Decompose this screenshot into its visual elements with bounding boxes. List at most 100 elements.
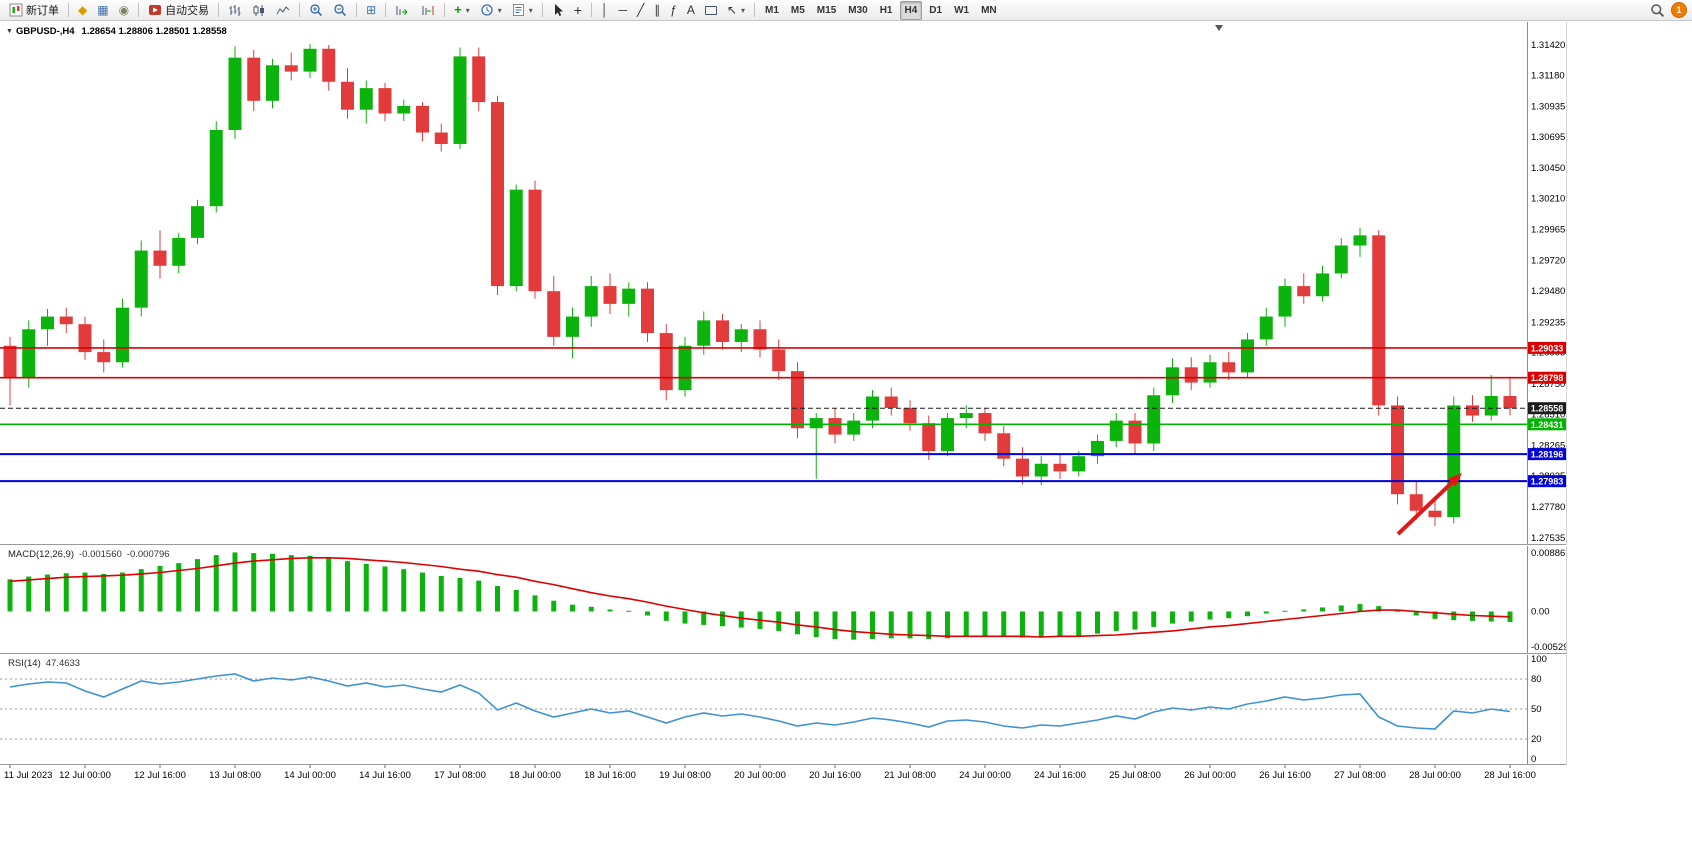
price-tag [1528,341,1566,354]
rsi-value: 47.4633 [45,658,81,669]
candle [978,413,992,434]
svg-text:20 Jul 00:00: 20 Jul 00:00 [734,770,786,781]
zoom-in-button[interactable] [305,1,327,20]
svg-text:27 Jul 08:00: 27 Jul 08:00 [1334,770,1386,781]
indicators-button[interactable]: + ▾ [450,1,474,20]
timeframe-mn-button[interactable]: MN [981,4,997,16]
svg-text:18 Jul 00:00: 18 Jul 00:00 [509,770,561,781]
timeframe-m1-button[interactable]: M1 [764,4,779,16]
candle [772,349,786,372]
separator [218,3,220,17]
timeframe-d1-button[interactable]: D1 [929,4,943,16]
macd-label: MACD(12,26,9) -0.001560 -0.000796 [8,549,170,560]
navigator-icon: ◉ [118,3,130,17]
tile-windows-button[interactable]: ⊞ [362,1,380,20]
time-axis[interactable]: 11 Jul 2023 12 Jul 00:00 12 Jul 16:00 13 Ju… [0,765,1567,789]
candle [1447,405,1461,518]
candle [1034,463,1048,477]
candle [941,418,954,452]
svg-text:1.28750: 1.28750 [1531,379,1565,390]
macd-bar [1020,611,1025,638]
candle [847,420,861,435]
annotation-arrow[interactable] [1396,481,1454,536]
svg-text:1.29235: 1.29235 [1531,317,1565,328]
periods-button[interactable]: ▾ [476,1,506,20]
arrows-tool-button[interactable]: ↖ ▾ [723,1,749,20]
chart-shift-button[interactable] [416,1,439,20]
svg-text:17 Jul 08:00: 17 Jul 08:00 [434,770,486,781]
macd-bar [7,579,13,612]
templates-button[interactable]: ▾ [508,1,537,20]
notification-badge[interactable]: 1 [1671,2,1687,18]
trendline-button[interactable]: ╱ [633,1,648,20]
macd-bar [157,565,163,612]
bar-chart-button[interactable] [224,1,246,20]
macd-bar [701,611,707,625]
candle [59,316,73,325]
candle [322,48,336,82]
timeframe-m5-button[interactable]: M5 [790,4,805,16]
svg-text:1.30935: 1.30935 [1531,102,1565,113]
timeframe-h1-button[interactable]: H1 [879,4,893,16]
line-chart-button[interactable] [272,1,294,20]
macd-bar [738,611,744,628]
chevron-down-icon: ▾ [740,5,745,15]
candle [528,189,542,292]
separator [590,3,592,17]
chart-shift-icon [422,5,434,15]
candle [1203,362,1217,383]
autotrade-button[interactable]: 自动交易 [144,1,213,20]
horizontal-line-button[interactable]: ─ [614,1,631,20]
zoom-out-button[interactable] [329,1,351,20]
candle [116,307,129,363]
navigator-button[interactable]: ◉ [115,1,133,20]
label-tool-button[interactable] [701,1,721,20]
cursor-button[interactable] [548,1,568,20]
svg-text:1.30450: 1.30450 [1531,163,1565,174]
data-window-button[interactable]: ▦ [93,1,112,20]
svg-text:26 Jul 00:00: 26 Jul 00:00 [1184,770,1236,781]
zoom-out-icon [334,4,347,17]
candle [922,423,936,452]
macd-bar [645,611,650,616]
chart-shift-marker[interactable] [1215,25,1223,31]
vertical-line-button[interactable]: │ [597,1,613,20]
macd-bar [1001,611,1007,637]
fibonacci-button[interactable]: ƒ [666,1,681,20]
timeframe-m15-button[interactable]: M15 [816,4,837,16]
rsi-panel[interactable]: 100 80 50 20 0 [0,655,1567,765]
svg-text:1.28558: 1.28558 [1531,404,1564,414]
clock-icon [481,4,493,16]
price-chart[interactable]: 1.31420 1.31180 1.30935 1.30695 1.30450 1.302… [0,22,1567,545]
macd-bar [795,611,800,635]
collapse-triangle-icon[interactable]: ▼ [6,28,13,35]
svg-text:20: 20 [1531,734,1542,745]
candle [1466,405,1479,416]
candle [1353,235,1367,246]
crosshair-button[interactable]: + [570,1,586,20]
macd-bar [551,600,557,612]
candle [828,418,842,435]
timeframe-w1-button[interactable]: W1 [954,4,970,16]
timeframe-m30-button[interactable]: M30 [848,4,868,16]
search-button[interactable] [1646,1,1669,20]
auto-scroll-button[interactable] [391,1,414,20]
text-tool-button[interactable]: A [683,1,699,20]
macd-bar [438,575,444,612]
macd-bar [963,611,969,637]
macd-bar [476,580,482,612]
new-order-button[interactable]: 新订单 [5,1,63,20]
market-watch-button[interactable]: ◆ [74,1,91,20]
candlestick-button[interactable] [248,1,270,20]
channel-button[interactable]: ∥ [650,1,664,20]
toolbar: 新订单 ◆ ▦ ◉ 自动交易 [0,0,1692,21]
candle [1391,405,1404,495]
price-tag [1528,448,1566,461]
timeframe-h4-button[interactable]: H4 [899,0,923,20]
candle [378,88,392,114]
candle [659,333,673,391]
svg-text:100: 100 [1531,655,1547,665]
channel-icon: ∥ [654,3,661,17]
macd-panel[interactable]: 0.008861 0.00 -0.005294 [0,546,1567,654]
svg-text:14 Jul 00:00: 14 Jul 00:00 [284,770,336,781]
